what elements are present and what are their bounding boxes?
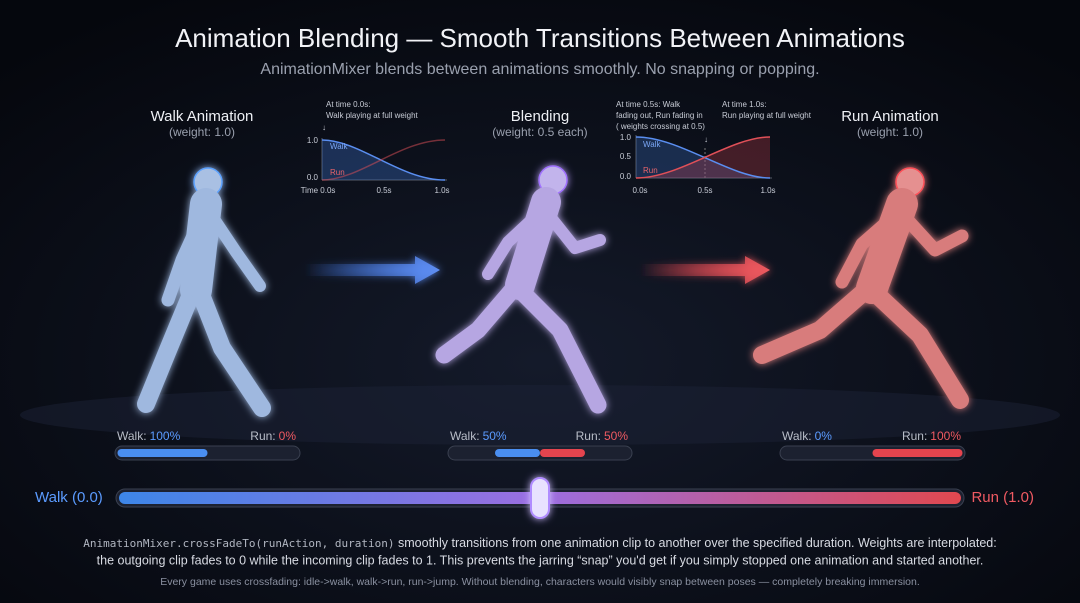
walk-weight-label: Walk: 0% <box>782 429 832 443</box>
footer-note: Every game uses crossfading: idle->walk,… <box>160 576 920 588</box>
series-label: Walk <box>330 142 348 151</box>
label: Run: <box>250 429 275 443</box>
run-curve <box>635 136 771 179</box>
arrow <box>305 256 440 284</box>
panel-title: Run Animation <box>841 108 939 125</box>
mini-chart: At time 0.0s: Walk playing at full weigh… <box>301 100 450 195</box>
run-weight-label: Run: 0% <box>250 429 296 443</box>
arrow: ↓ <box>322 123 326 132</box>
series-label: Run <box>643 166 658 175</box>
label: Walk: <box>117 429 147 443</box>
note: Walk playing at full weight <box>326 111 419 120</box>
note: At time 0.5s: Walk <box>616 100 681 109</box>
label: Walk: <box>782 429 812 443</box>
arrow <box>640 256 770 284</box>
y-tick-label: 1.0 <box>307 136 319 145</box>
note: At time 0.0s: <box>326 100 370 109</box>
walk-weight-label: Walk: 100% <box>117 429 181 443</box>
subtitle: AnimationMixer blends between animations… <box>260 61 819 78</box>
value: 0% <box>815 429 833 443</box>
panel-title: Walk Animation <box>151 108 254 125</box>
walk-weight-label: Walk: 50% <box>450 429 507 443</box>
arrow: ↓ <box>704 135 708 144</box>
x-tick-label: 0.5s <box>697 186 712 195</box>
y-tick-label: 0.5 <box>620 152 632 161</box>
note: ( weights crossing at 0.5) <box>616 122 705 131</box>
panel-weight: (weight: 1.0) <box>857 125 923 139</box>
y-tick-label: 0.0 <box>620 172 632 181</box>
blend-figure <box>435 165 607 414</box>
mini-chart: At time 0.5s: Walk fading out, Run fadin… <box>616 100 812 195</box>
floor <box>20 385 1060 445</box>
y-tick-label: 0.0 <box>307 173 319 182</box>
value: 100% <box>930 429 961 443</box>
label: Run: <box>902 429 927 443</box>
walk-weight-bar <box>117 449 208 457</box>
run-weight-bar <box>872 449 963 457</box>
run-area <box>636 137 770 178</box>
walk-weight-bar <box>495 449 540 457</box>
panel-weight: (weight: 0.5 each) <box>492 125 587 139</box>
x-tick-label: 1.0s <box>434 186 449 195</box>
y-tick-label: 1.0 <box>620 133 632 142</box>
run-figure <box>753 167 969 409</box>
note: Run playing at full weight <box>722 111 812 120</box>
text: smoothly transitions from one animation … <box>395 536 997 550</box>
note: fading out, Run fading in <box>616 111 703 120</box>
run-weight-label: Run: 50% <box>576 429 629 443</box>
run-weight-bar <box>540 449 585 457</box>
slider-right-label: Run (1.0) <box>971 489 1034 506</box>
walk-area <box>322 140 445 180</box>
x-tick-label: 0.5s <box>376 186 391 195</box>
slider-knob[interactable] <box>530 477 550 519</box>
slider-left-label: Walk (0.0) <box>35 489 103 506</box>
panel-title: Blending <box>511 108 569 125</box>
panel-weight: (weight: 1.0) <box>169 125 235 139</box>
title: Animation Blending — Smooth Transitions … <box>175 23 905 53</box>
footer-line: the outgoing clip fades to 0 while the i… <box>97 553 984 567</box>
value: 0% <box>279 429 297 443</box>
note: At time 1.0s: <box>722 100 766 109</box>
value: 50% <box>483 429 507 443</box>
label: Walk: <box>450 429 480 443</box>
label: Run: <box>576 429 601 443</box>
run-curve <box>321 139 446 181</box>
x-tick-label: 1.0s <box>760 186 775 195</box>
x-tick-label: Time 0.0s <box>301 186 336 195</box>
footer-line: AnimationMixer.crossFadeTo(runAction, du… <box>83 536 996 550</box>
value: 50% <box>604 429 628 443</box>
series-label: Run <box>330 168 345 177</box>
walk-figure <box>137 167 271 417</box>
code: AnimationMixer.crossFadeTo(runAction, du… <box>83 537 394 550</box>
x-tick-label: 0.0s <box>632 186 647 195</box>
value: 100% <box>150 429 181 443</box>
run-weight-label: Run: 100% <box>902 429 961 443</box>
series-label: Walk <box>643 140 661 149</box>
